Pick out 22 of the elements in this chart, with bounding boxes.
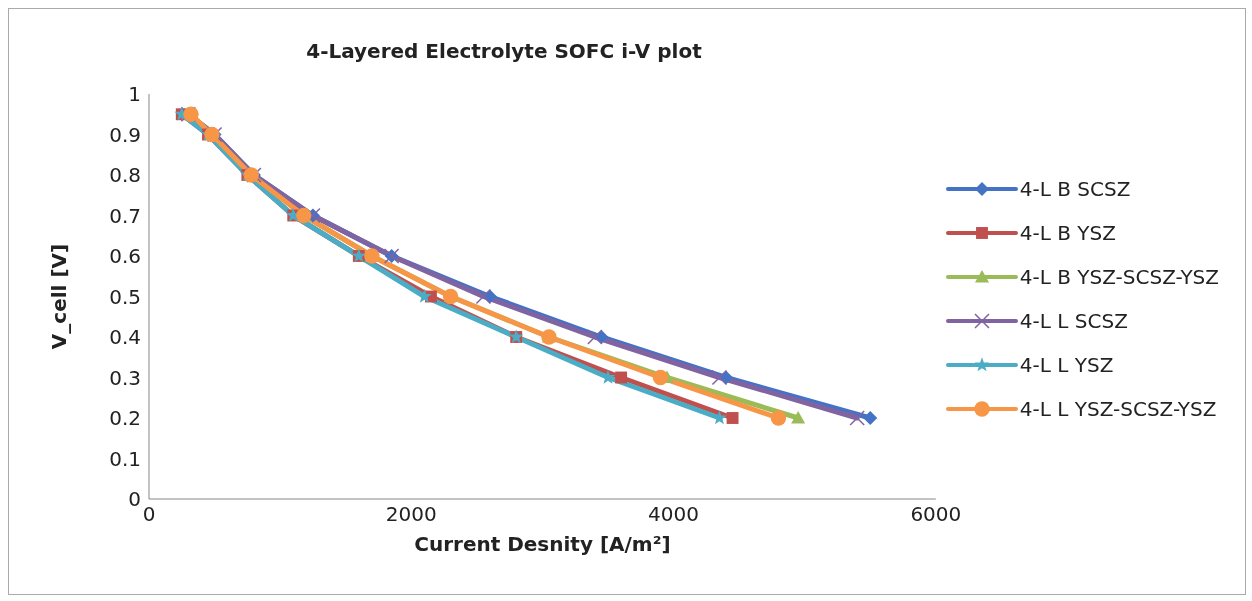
y-tick-label: 0.4 [109, 325, 141, 350]
x-axis-title: Current Desnity [A/m²] [414, 532, 671, 556]
legend-label: 4-L B YSZ-SCSZ-YSZ [1019, 265, 1219, 289]
y-tick-label: 0.1 [109, 446, 141, 471]
legend-label: 4-L B YSZ [1019, 221, 1116, 245]
y-tick-label: 1 [128, 82, 141, 107]
legend-label: 4-L L YSZ-SCSZ-YSZ [1019, 397, 1217, 421]
x-tick-label: 4000 [648, 502, 700, 527]
x-tick-label: 6000 [910, 502, 962, 527]
y-tick-label: 0.7 [109, 203, 141, 228]
legend-label: 4-L L YSZ [1019, 353, 1114, 377]
legend-label: 4-L L SCSZ [1019, 309, 1128, 333]
x-tick-label: 2000 [385, 502, 437, 527]
y-tick-label: 0.9 [109, 122, 141, 147]
y-axis-title: V_cell [V] [47, 243, 72, 350]
legend-label: 4-L B SCSZ [1019, 177, 1131, 201]
y-tick-label: 0.8 [109, 163, 141, 188]
y-tick-label: 0.2 [109, 406, 141, 431]
chart-title: 4-Layered Electrolyte SOFC i-V plot [305, 39, 703, 63]
y-tick-label: 0.6 [109, 244, 141, 269]
y-tick-label: 0.5 [109, 284, 141, 309]
y-tick-label: 0.3 [109, 365, 141, 390]
